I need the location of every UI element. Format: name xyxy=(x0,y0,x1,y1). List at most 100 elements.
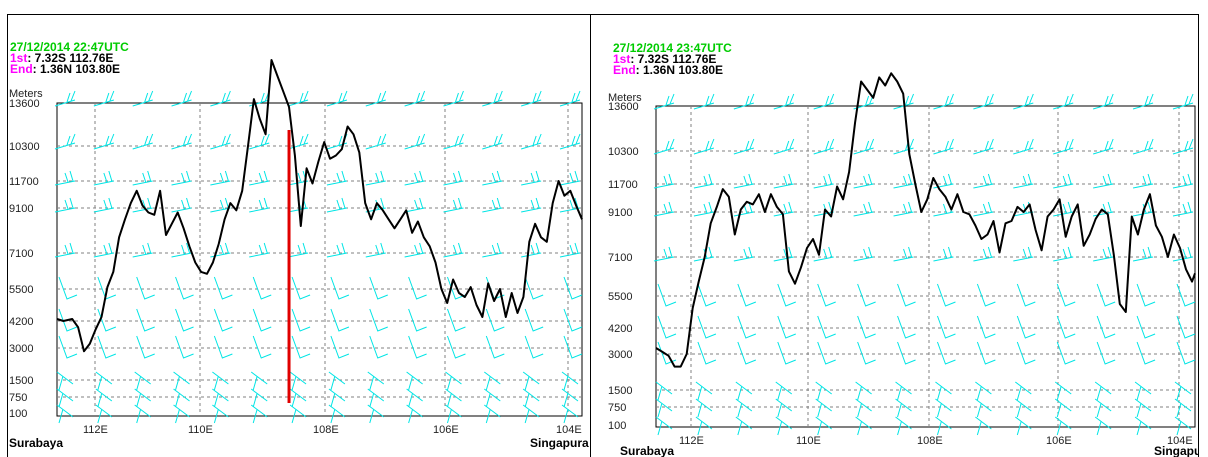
profile-point xyxy=(1179,247,1181,249)
profile-point xyxy=(259,118,261,120)
wind-barb-icon xyxy=(693,201,715,217)
end-point-key: End xyxy=(10,62,33,76)
wind-barb-icon xyxy=(1132,173,1154,189)
profile-point xyxy=(493,300,495,302)
profile-point xyxy=(932,177,934,179)
wind-barb-icon xyxy=(733,246,754,262)
wind-barb-icon xyxy=(326,170,348,186)
profile-point xyxy=(517,312,518,314)
wind-barb-icon xyxy=(404,133,426,150)
wind-barb-icon xyxy=(1172,138,1194,155)
wind-barb-icon xyxy=(56,404,74,424)
x-tick-label: 106E xyxy=(1046,435,1072,447)
wind-barb-icon xyxy=(855,381,872,401)
end-location-label: Singapura xyxy=(530,436,589,450)
chart-timestamp: 27/12/2014 23:47UTC xyxy=(613,41,732,55)
wind-barb-icon xyxy=(445,371,462,391)
profile-point xyxy=(740,209,742,210)
profile-point xyxy=(920,211,922,213)
wind-barb-icon xyxy=(1013,138,1034,155)
wind-barb-icon xyxy=(735,398,753,418)
wind-barb-icon xyxy=(897,283,916,307)
wind-barb-icon xyxy=(95,371,113,391)
profile-point xyxy=(686,353,688,355)
wind-barb-icon xyxy=(975,416,992,436)
profile-point xyxy=(1077,203,1079,205)
profile-point xyxy=(546,241,548,243)
wind-barb-icon xyxy=(855,416,872,436)
wind-barb-icon xyxy=(326,90,348,107)
profile-point xyxy=(83,350,85,352)
wind-barb-icon xyxy=(482,197,503,213)
wind-barb-icon xyxy=(857,341,876,365)
profile-point xyxy=(306,167,308,169)
profile-point xyxy=(746,201,748,203)
wind-barb-icon xyxy=(93,197,114,213)
y-tick-label: 9100 xyxy=(9,203,33,215)
wind-barb-icon xyxy=(777,341,796,365)
profile-point xyxy=(224,218,226,220)
wind-barb-icon xyxy=(933,138,954,155)
profile-point xyxy=(956,193,958,195)
profile-point xyxy=(188,245,190,247)
y-tick-label: 5500 xyxy=(9,284,33,296)
wind-barb-icon xyxy=(1053,246,1074,262)
wind-barb-icon xyxy=(1054,416,1072,436)
wind-barb-icon xyxy=(249,197,270,213)
profile-point xyxy=(136,190,138,192)
profile-point xyxy=(722,188,724,190)
profile-point xyxy=(458,292,460,294)
y-tick-label: 11700 xyxy=(608,179,638,191)
wind-barb-icon xyxy=(1132,246,1154,262)
wind-barb-icon xyxy=(328,371,346,391)
wind-barb-icon xyxy=(291,276,311,300)
wind-barb-icon xyxy=(524,335,544,359)
x-tick-label: 112E xyxy=(679,435,704,447)
wind-barb-icon xyxy=(1093,246,1114,262)
profile-point xyxy=(288,106,290,108)
profile-point xyxy=(872,97,874,99)
wind-barb-icon xyxy=(1094,381,1112,401)
profile-point xyxy=(470,286,472,288)
wind-barb-icon xyxy=(1136,341,1156,365)
profile-point xyxy=(1083,245,1085,247)
wind-barb-icon xyxy=(975,398,992,418)
profile-point xyxy=(62,320,64,322)
wind-barb-icon xyxy=(443,197,464,213)
wind-barb-icon xyxy=(655,381,673,401)
wind-barb-icon xyxy=(54,90,76,107)
y-tick-label: 750 xyxy=(608,402,626,414)
wind-barb-icon xyxy=(58,276,78,300)
profile-point xyxy=(866,89,868,91)
profile-point xyxy=(1125,311,1127,313)
profile-point xyxy=(241,190,243,192)
wind-barb-icon xyxy=(1056,315,1076,339)
wind-barb-icon xyxy=(367,371,385,391)
profile-point xyxy=(394,227,395,229)
wind-barb-icon xyxy=(976,283,996,307)
wind-barb-icon xyxy=(657,315,677,339)
wind-barb-icon xyxy=(287,242,309,258)
profile-point xyxy=(56,318,58,320)
wind-barb-icon xyxy=(653,173,675,189)
wind-barb-icon xyxy=(330,335,350,359)
y-tick-label: 3000 xyxy=(9,343,33,355)
y-tick-label: 9100 xyxy=(608,207,632,219)
start-location-label: Surabaya xyxy=(620,444,674,457)
wind-barb-icon xyxy=(1015,416,1032,436)
y-tick-label: 7100 xyxy=(608,252,632,264)
profile-point xyxy=(1167,256,1169,258)
x-tick-label: 112E xyxy=(83,424,108,436)
wind-barb-icon xyxy=(173,371,190,391)
wind-barb-icon xyxy=(213,276,233,300)
wind-barb-icon xyxy=(326,242,348,258)
profile-point xyxy=(788,270,790,272)
wind-barb-icon xyxy=(175,308,194,332)
profile-point xyxy=(247,145,249,147)
wind-barb-icon xyxy=(857,283,876,307)
wind-barb-icon xyxy=(973,246,994,262)
wind-barb-icon xyxy=(1132,138,1154,155)
wind-barb-icon xyxy=(933,173,954,189)
wind-barb-icon xyxy=(653,93,675,110)
first-point-value: : 7.32S 112.76E xyxy=(27,51,114,65)
